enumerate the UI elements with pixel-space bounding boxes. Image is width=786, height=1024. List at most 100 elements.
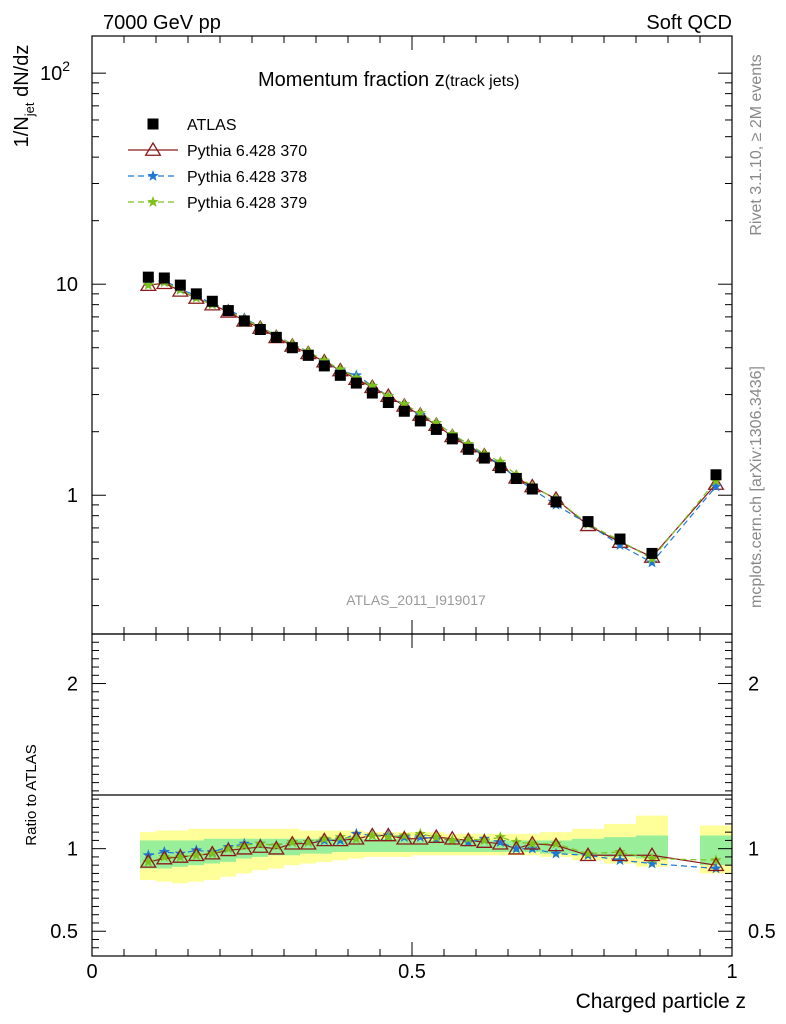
ratio-point (334, 831, 347, 842)
band-inner-rect (364, 838, 380, 852)
data-point (382, 397, 394, 409)
ratio-point (427, 828, 445, 844)
ratio-point (414, 827, 427, 839)
ratio-point (270, 839, 283, 851)
data-point (710, 480, 722, 492)
ratio-point (206, 847, 219, 859)
band-inner-rect (396, 838, 412, 852)
y-tick-label-main: 1 (67, 485, 78, 507)
ratio-point (174, 850, 187, 862)
ratio-point (478, 834, 491, 846)
y-tick-label-ratio: 0.5 (50, 921, 78, 943)
data-point (582, 516, 594, 528)
ratio-point (286, 836, 299, 847)
ratio-point (334, 834, 347, 846)
mcplots-label: mcplots.cern.ch [arXiv:1306.3436] (748, 366, 765, 608)
ratio-point (462, 836, 475, 847)
y-axis-label: 1/Njet dN/dz (11, 45, 37, 148)
x-tick-label: 1 (726, 961, 737, 983)
ratio-point (299, 835, 317, 850)
data-point (142, 279, 155, 290)
y-tick-label-sup: 2 (62, 58, 70, 74)
ratio-point (414, 831, 427, 842)
legend: ATLAS Pythia 6.428 370 Pythia 6.428 378 Pyt… (128, 117, 307, 212)
data-point (430, 416, 443, 428)
plot-title-main: Momentum fraction z (258, 69, 445, 91)
data-point (206, 295, 218, 307)
ratio-point (459, 832, 477, 847)
ratio-point (222, 842, 235, 854)
ratio-point (318, 832, 331, 844)
band-inner-rect (348, 838, 364, 852)
axis-ticks (91, 36, 733, 956)
data-point (430, 423, 442, 435)
legend-label: Pythia 6.428 370 (187, 143, 307, 160)
data-point (382, 390, 395, 401)
ratio-point (366, 829, 379, 841)
series-markers (139, 271, 725, 568)
band-inner-rect (476, 840, 492, 852)
data-point (366, 379, 379, 391)
y-tick-label-ratio: 1 (67, 839, 78, 861)
data-point (494, 462, 506, 474)
legend-item: Pythia 6.428 370 (128, 141, 307, 160)
data-point (334, 369, 346, 381)
data-point (286, 342, 298, 354)
ratio-point (550, 847, 562, 859)
ratio-point (710, 854, 722, 866)
data-point (238, 315, 250, 327)
plot-title: Momentum fraction z(track jets) (258, 69, 519, 91)
ratio-point (267, 840, 285, 855)
y-tick-label-ratio-right: 1 (748, 839, 759, 861)
ratio-point (494, 836, 507, 847)
axis-tick-labels: 0 0.5 1 1 10 102 0.5 0.5 1 1 2 2 (40, 58, 776, 983)
y-axis-label-sub: jet (22, 102, 37, 117)
ratio-point (190, 849, 203, 861)
y-axis-label-rest: dN/dz (11, 45, 33, 103)
data-point (318, 354, 331, 366)
y-axis-label-base: 1/N (11, 116, 33, 147)
ratio-point (395, 830, 413, 845)
data-point (366, 387, 378, 399)
ratio-point (523, 835, 541, 850)
ratio-point (219, 842, 237, 857)
band-inner-rect (412, 840, 428, 852)
data-point (646, 547, 658, 559)
ratio-point (254, 837, 267, 849)
data-point (707, 475, 725, 490)
data-point (222, 305, 234, 317)
data-point (158, 272, 170, 284)
data-point (350, 377, 362, 389)
ratio-point (611, 847, 629, 862)
header-left-label: 7000 GeV pp (103, 12, 221, 34)
band-inner-rect (492, 840, 508, 852)
data-point (614, 539, 626, 551)
legend-marker (147, 118, 159, 130)
data-point (550, 496, 562, 508)
legend-item: Pythia 6.428 378 (128, 169, 307, 186)
ratio-point (382, 831, 395, 842)
ratio-point (398, 829, 411, 841)
ratio-point (491, 835, 509, 850)
data-point (710, 469, 722, 481)
ratio-point (443, 830, 461, 845)
legend-label: Pythia 6.428 379 (187, 195, 307, 212)
data-point (270, 331, 282, 343)
analysis-id-label: ATLAS_2011_I919017 (346, 592, 486, 608)
legend-marker (147, 196, 159, 207)
y-tick-label-ratio-right: 0.5 (748, 921, 776, 943)
data-point (462, 443, 474, 455)
data-point (614, 533, 626, 545)
band-inner-rect (444, 840, 460, 852)
ratio-point (526, 837, 539, 849)
ratio-point (238, 839, 251, 851)
ratio-point (547, 837, 565, 852)
data-point (462, 437, 475, 449)
ratio-point (142, 855, 155, 867)
data-point (414, 407, 427, 418)
data-point (446, 433, 458, 445)
ratio-point (614, 845, 626, 857)
ratio-series-markers (139, 827, 725, 874)
rivet-version-label: Rivet 3.1.10, ≥ 2M events (748, 54, 765, 235)
data-point (510, 473, 522, 485)
